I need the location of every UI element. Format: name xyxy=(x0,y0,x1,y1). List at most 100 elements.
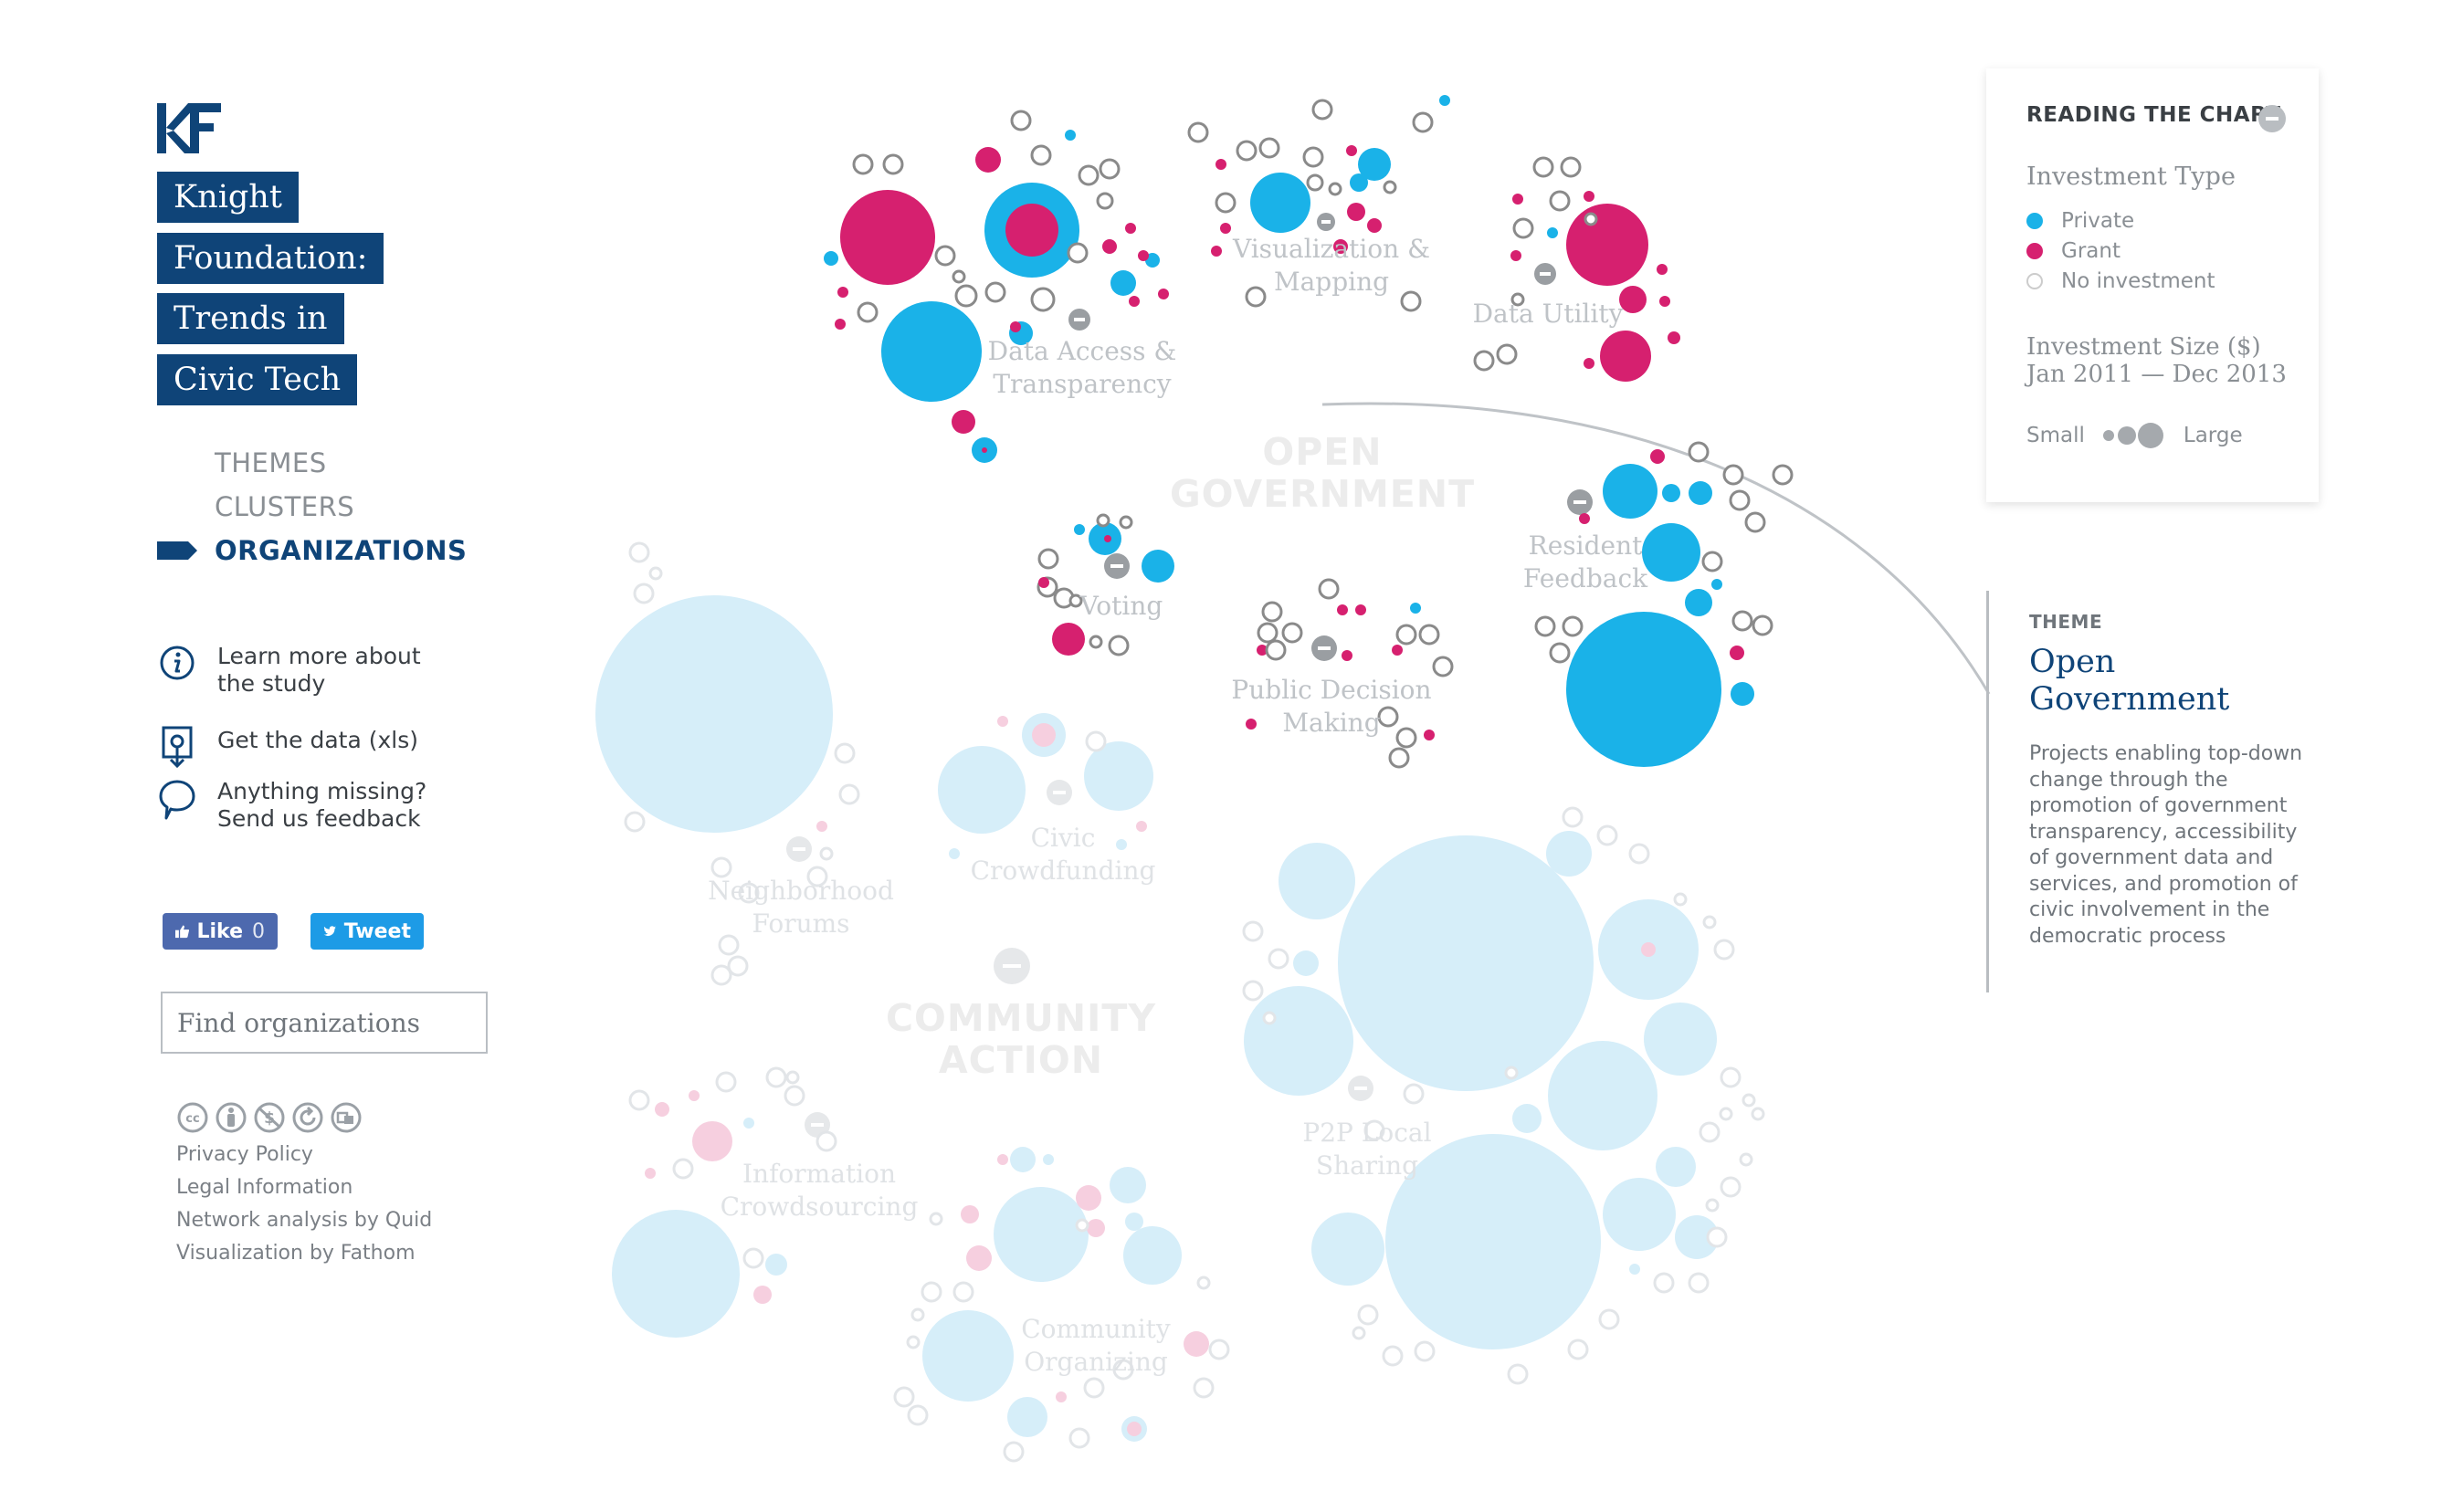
organization-bubble-none[interactable] xyxy=(921,1281,942,1303)
organization-bubble-private[interactable] xyxy=(1547,227,1558,238)
organization-bubble-private[interactable] xyxy=(938,746,1026,834)
organization-bubble-none[interactable] xyxy=(1215,192,1237,214)
organization-bubble-grant[interactable] xyxy=(1138,250,1149,261)
organization-bubble-private[interactable] xyxy=(612,1210,740,1338)
organization-bubble-none[interactable] xyxy=(628,541,650,563)
organization-bubble-grant[interactable] xyxy=(1584,191,1594,202)
nav-clusters[interactable]: CLUSTERS xyxy=(215,491,355,522)
organization-bubble-none[interactable] xyxy=(1382,1345,1404,1367)
organization-bubble-none[interactable] xyxy=(1258,137,1280,159)
organization-bubble-private[interactable] xyxy=(1731,682,1754,706)
find-organizations-input[interactable] xyxy=(161,992,488,1054)
organization-bubble-none[interactable] xyxy=(1089,635,1103,649)
organization-bubble-private[interactable] xyxy=(1074,524,1085,535)
organization-bubble-none[interactable] xyxy=(1706,1226,1728,1248)
organization-bubble-grant[interactable] xyxy=(975,147,1001,173)
organization-bubble-grant[interactable] xyxy=(689,1090,700,1101)
organization-bubble-private[interactable] xyxy=(1116,839,1127,850)
organization-bubble-none[interactable] xyxy=(984,281,1006,303)
organization-bubble-none[interactable] xyxy=(1744,511,1766,533)
organization-bubble-grant[interactable] xyxy=(1076,1185,1101,1211)
organization-bubble-none[interactable] xyxy=(1306,173,1324,192)
organization-bubble-private[interactable] xyxy=(1043,1154,1054,1165)
organization-bubble-none[interactable] xyxy=(1363,1119,1385,1141)
organization-bubble-grant[interactable] xyxy=(1333,239,1348,254)
organization-bubble-private[interactable] xyxy=(1685,589,1712,616)
organization-bubble-private[interactable] xyxy=(1110,270,1136,296)
organization-bubble-none[interactable] xyxy=(1236,140,1258,162)
fathom-credit-link[interactable]: Visualization by Fathom xyxy=(176,1242,416,1265)
organization-bubble-none[interactable] xyxy=(1713,939,1735,961)
organization-bubble-private[interactable] xyxy=(1603,1178,1676,1251)
organization-bubble-private[interactable] xyxy=(1007,1397,1047,1437)
organization-bubble-none[interactable] xyxy=(727,955,749,977)
organization-bubble-none[interactable] xyxy=(806,866,828,887)
organization-bubble-none[interactable] xyxy=(1388,747,1410,769)
organization-bubble-none[interactable] xyxy=(1532,156,1554,178)
organization-bubble-none[interactable] xyxy=(1731,610,1753,632)
organization-bubble-grant[interactable] xyxy=(1584,358,1594,369)
organization-bubble-private[interactable] xyxy=(743,1118,754,1129)
organization-bubble-none[interactable] xyxy=(816,1130,837,1152)
organization-bubble-none[interactable] xyxy=(1722,464,1744,486)
knight-foundation-logo[interactable] xyxy=(157,103,221,153)
organization-bubble-none[interactable] xyxy=(1504,1066,1519,1080)
legend-collapse-button[interactable] xyxy=(2258,105,2286,132)
organization-bubble-none[interactable] xyxy=(1096,192,1114,210)
organization-bubble-none[interactable] xyxy=(1242,980,1264,1002)
organization-bubble-none[interactable] xyxy=(1688,441,1710,463)
organization-bubble-grant[interactable] xyxy=(1566,204,1648,286)
organization-bubble-private[interactable] xyxy=(1662,484,1680,502)
organization-bubble-private[interactable] xyxy=(1675,1215,1719,1259)
organization-bubble-none[interactable] xyxy=(1673,892,1688,907)
organization-bubble-grant[interactable] xyxy=(1512,194,1523,205)
organization-bubble-none[interactable] xyxy=(906,1335,921,1349)
organization-bubble-none[interactable] xyxy=(1720,1066,1742,1088)
organization-bubble-none[interactable] xyxy=(1742,1093,1756,1108)
organization-bubble-none[interactable] xyxy=(952,1281,974,1303)
organization-bubble-private[interactable] xyxy=(1689,481,1712,505)
organization-bubble-none[interactable] xyxy=(1075,1218,1089,1233)
organization-bubble-grant[interactable] xyxy=(1184,1331,1209,1357)
organization-bubble-none[interactable] xyxy=(1705,1198,1720,1213)
organization-bubble-none[interactable] xyxy=(1432,656,1454,677)
organization-bubble-none[interactable] xyxy=(1099,158,1121,180)
organization-bubble-none[interactable] xyxy=(1701,551,1723,572)
organization-bubble-grant[interactable] xyxy=(1102,239,1117,254)
organization-bubble-private[interactable] xyxy=(1142,550,1174,583)
organization-bubble-none[interactable] xyxy=(838,783,860,805)
organization-bubble-private[interactable] xyxy=(1084,741,1153,811)
organization-bubble-none[interactable] xyxy=(1003,1441,1025,1463)
organization-bubble-none[interactable] xyxy=(1083,1377,1105,1399)
organization-bubble-private[interactable] xyxy=(1603,464,1657,519)
organization-bubble-grant[interactable] xyxy=(1136,821,1147,832)
organization-bubble-grant[interactable] xyxy=(1127,1422,1142,1436)
organization-bubble-private[interactable] xyxy=(1644,1003,1717,1076)
organization-bubble-none[interactable] xyxy=(1068,1427,1090,1449)
organization-bubble-none[interactable] xyxy=(1265,639,1287,661)
organization-bubble-none[interactable] xyxy=(1377,706,1399,728)
organization-bubble-grant[interactable] xyxy=(1641,942,1656,957)
organization-bubble-none[interactable] xyxy=(710,856,732,878)
organization-bubble-none[interactable] xyxy=(1653,1272,1675,1294)
organization-bubble-none[interactable] xyxy=(765,1066,787,1088)
organization-bubble-grant[interactable] xyxy=(1032,723,1056,747)
organization-bubble-none[interactable] xyxy=(1085,730,1107,752)
organization-bubble-private[interactable] xyxy=(881,301,982,402)
organization-bubble-private[interactable] xyxy=(949,848,960,859)
organization-bubble-none[interactable] xyxy=(1772,464,1794,486)
organization-bubble-none[interactable] xyxy=(1510,292,1525,307)
organization-bubble-none[interactable] xyxy=(1534,615,1556,637)
privacy-policy-link[interactable]: Privacy Policy xyxy=(176,1143,313,1166)
organization-bubble-private[interactable] xyxy=(1566,612,1721,767)
organization-bubble-none[interactable] xyxy=(1302,146,1324,168)
organization-bubble-none[interactable] xyxy=(1068,593,1083,608)
organization-bubble-private[interactable] xyxy=(1546,831,1592,877)
organization-bubble-grant[interactable] xyxy=(1657,264,1668,275)
organization-bubble-grant[interactable] xyxy=(997,716,1008,727)
organization-bubble-grant[interactable] xyxy=(1125,223,1136,234)
organization-bubble-none[interactable] xyxy=(1010,110,1032,131)
organization-bubble-none[interactable] xyxy=(1400,290,1422,312)
organization-bubble-none[interactable] xyxy=(1562,615,1584,637)
organization-bubble-grant[interactable] xyxy=(1424,730,1435,740)
